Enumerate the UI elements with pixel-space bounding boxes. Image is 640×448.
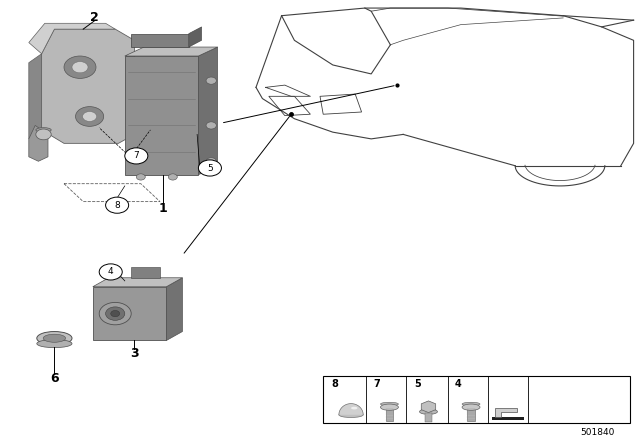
Ellipse shape <box>380 404 398 410</box>
Text: 6: 6 <box>50 372 59 385</box>
Ellipse shape <box>462 402 480 406</box>
Polygon shape <box>93 287 166 340</box>
Polygon shape <box>93 278 182 287</box>
Text: 7: 7 <box>373 379 380 389</box>
Text: 4: 4 <box>108 267 113 276</box>
Text: 5: 5 <box>207 164 212 172</box>
Polygon shape <box>125 47 218 56</box>
Ellipse shape <box>36 128 51 132</box>
Ellipse shape <box>351 407 357 409</box>
Polygon shape <box>166 278 182 340</box>
Circle shape <box>36 129 51 140</box>
Text: 1: 1 <box>159 202 168 215</box>
Polygon shape <box>339 404 364 415</box>
Circle shape <box>206 158 216 165</box>
Circle shape <box>125 148 148 164</box>
Text: 501840: 501840 <box>580 428 614 437</box>
Text: 5: 5 <box>414 379 421 389</box>
Circle shape <box>72 61 88 73</box>
Ellipse shape <box>380 402 398 406</box>
Polygon shape <box>131 34 189 47</box>
Polygon shape <box>189 27 202 47</box>
Text: 4: 4 <box>455 379 461 389</box>
Circle shape <box>99 302 131 325</box>
Polygon shape <box>131 267 160 278</box>
Ellipse shape <box>339 412 364 418</box>
Polygon shape <box>495 408 518 417</box>
Bar <box>492 417 524 420</box>
Circle shape <box>106 197 129 213</box>
Ellipse shape <box>462 404 480 410</box>
Bar <box>425 413 431 422</box>
FancyBboxPatch shape <box>323 376 630 423</box>
Polygon shape <box>421 401 436 413</box>
Circle shape <box>198 160 221 176</box>
Polygon shape <box>42 29 134 143</box>
Polygon shape <box>29 54 42 139</box>
Circle shape <box>99 264 122 280</box>
Text: 3: 3 <box>130 347 139 361</box>
Text: 8: 8 <box>115 201 120 210</box>
Polygon shape <box>29 125 48 161</box>
Polygon shape <box>198 47 218 175</box>
Circle shape <box>106 307 125 320</box>
Circle shape <box>136 174 145 180</box>
Text: 2: 2 <box>90 10 99 24</box>
Text: 7: 7 <box>134 151 139 160</box>
Bar <box>385 407 393 421</box>
Text: 8: 8 <box>332 379 339 389</box>
Circle shape <box>76 107 104 126</box>
Circle shape <box>206 77 216 84</box>
Circle shape <box>111 310 120 317</box>
Circle shape <box>168 174 177 180</box>
Ellipse shape <box>44 334 66 342</box>
Polygon shape <box>29 23 115 54</box>
Circle shape <box>83 112 97 121</box>
Polygon shape <box>125 56 198 175</box>
Ellipse shape <box>37 340 72 348</box>
Circle shape <box>64 56 96 78</box>
Ellipse shape <box>420 409 438 414</box>
Circle shape <box>206 122 216 129</box>
Bar <box>467 407 475 421</box>
Ellipse shape <box>37 332 72 345</box>
